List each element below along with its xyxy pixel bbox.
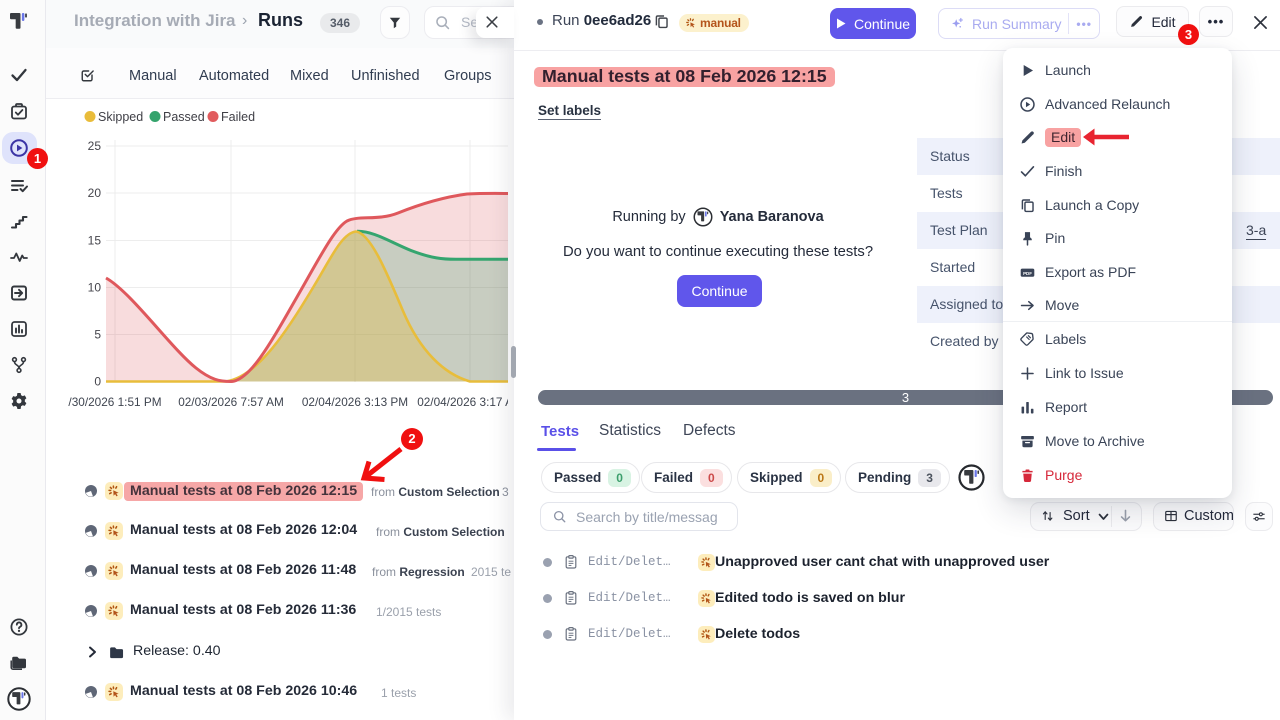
svg-text:15: 15 — [88, 234, 102, 248]
svg-text:Skipped: Skipped — [98, 110, 143, 124]
svg-text:PDF: PDF — [1023, 271, 1032, 276]
svg-text:20: 20 — [88, 186, 102, 200]
svg-text:02/04/2026 3:13 PM: 02/04/2026 3:13 PM — [302, 395, 408, 409]
svg-text:02/03/2026 7:57 AM: 02/03/2026 7:57 AM — [178, 395, 284, 409]
svg-text:Failed: Failed — [221, 110, 255, 124]
svg-text:10: 10 — [88, 281, 102, 295]
svg-text:5: 5 — [94, 328, 101, 342]
svg-text:Passed: Passed — [163, 110, 205, 124]
svg-text:0: 0 — [94, 375, 101, 389]
svg-text:02/04/2026 3:17 AM: 02/04/2026 3:17 AM — [417, 395, 508, 409]
svg-text:/30/2026 1:51 PM: /30/2026 1:51 PM — [68, 395, 161, 409]
svg-text:25: 25 — [88, 139, 102, 153]
